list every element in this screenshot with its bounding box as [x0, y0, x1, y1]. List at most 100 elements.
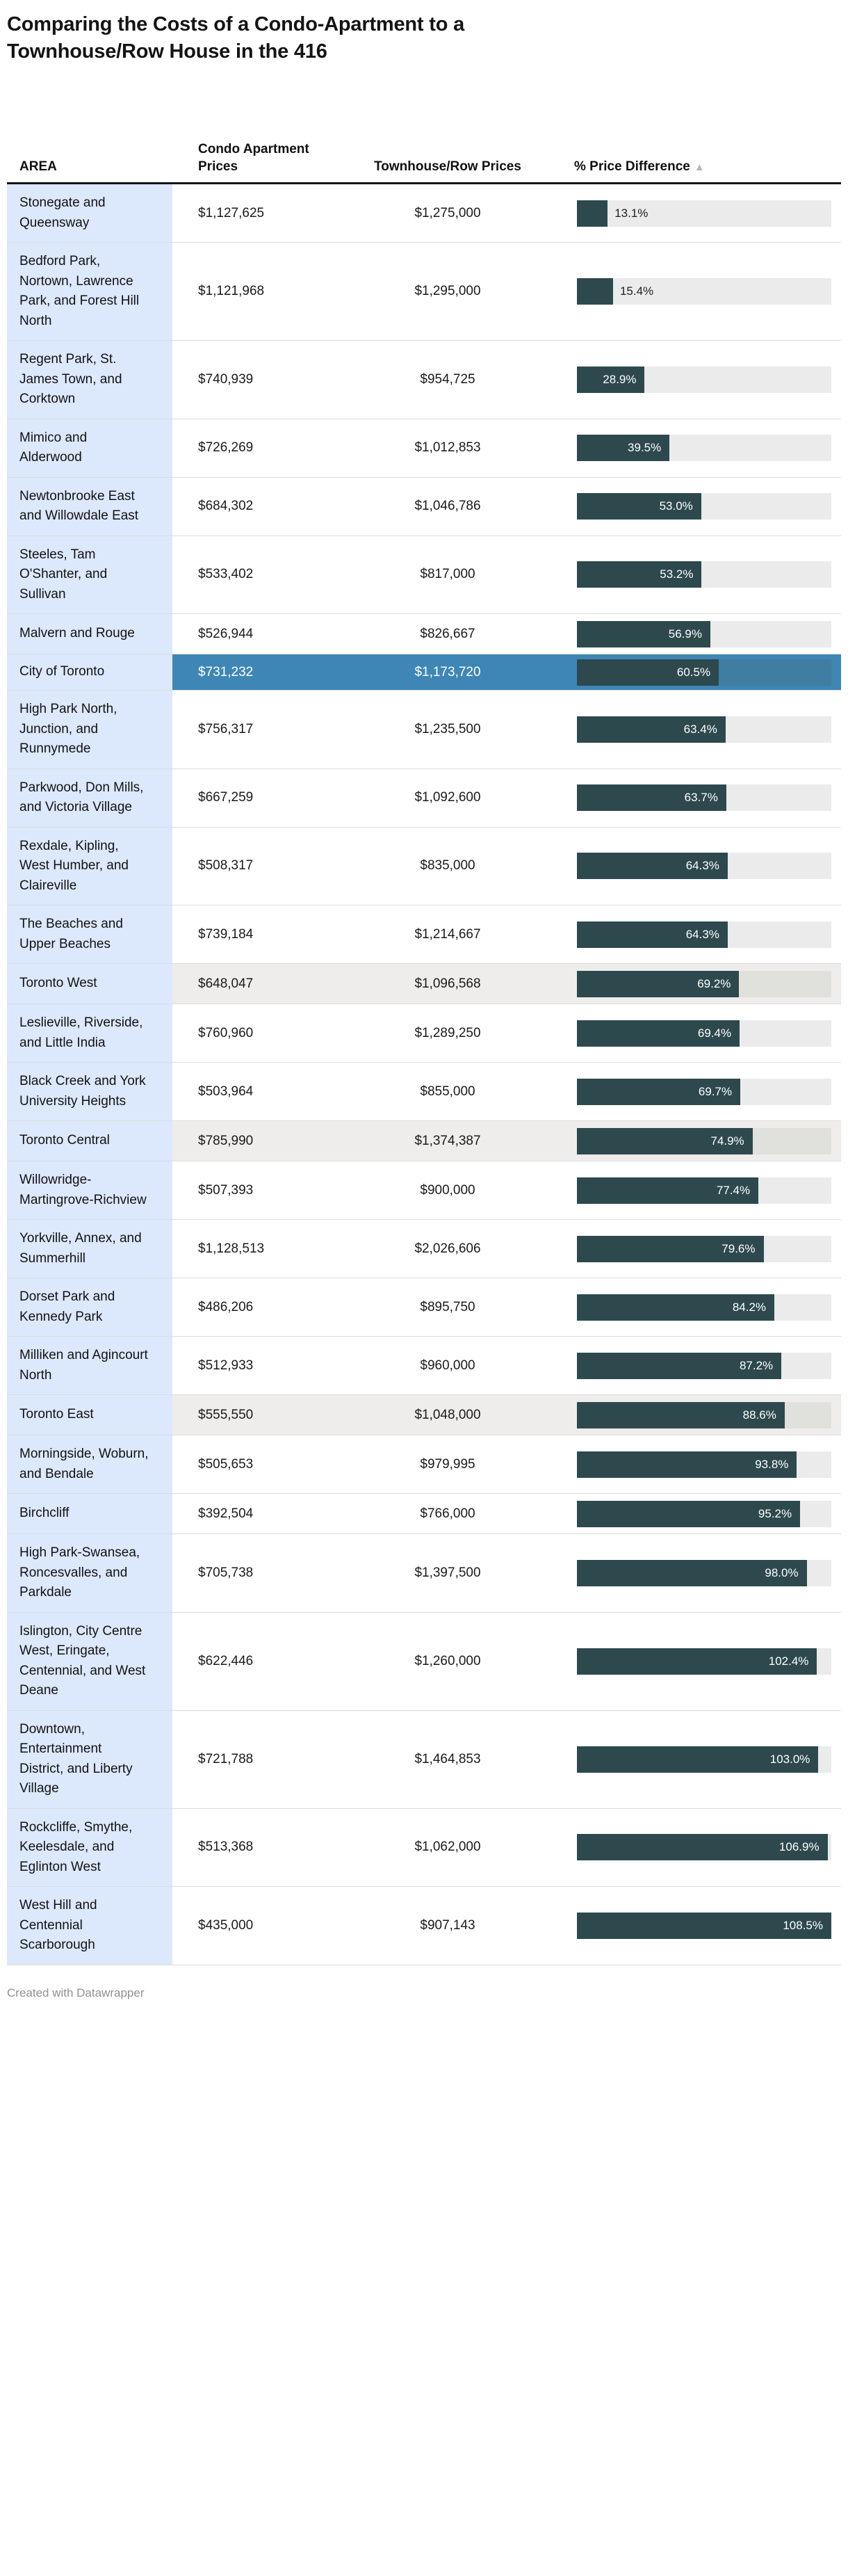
diff-bar-label: 69.2% [697, 976, 731, 990]
condo-price-cell: $526,944 [198, 626, 254, 641]
condo-price-cell: $1,127,625 [198, 205, 265, 220]
chart-container: Comparing the Costs of a Condo-Apartment… [7, 11, 841, 2000]
area-cell: Bedford Park, Nortown, Lawrence Park, an… [7, 243, 172, 341]
diff-bar-track: 74.9% [577, 1127, 831, 1154]
condo-price-cell: $785,990 [172, 1121, 325, 1161]
diff-bar-label: 69.7% [698, 1084, 733, 1098]
diff-bar-fill [577, 1500, 801, 1527]
condo-price-cell: $1,128,513 [198, 1241, 265, 1256]
area-cell: Leslieville, Riverside, and Little India [7, 1004, 172, 1063]
area-cell: West Hill and Centennial Scarborough [7, 1887, 172, 1965]
price-diff-cell: 98.0% [570, 1534, 841, 1612]
diff-bar-track: 108.5% [577, 1912, 831, 1939]
area-cell: Toronto West [7, 964, 172, 1004]
table-row: Newtonbrooke East and Willowdale East $6… [7, 477, 841, 536]
table-row: Parkwood, Don Mills, and Victoria Villag… [7, 768, 841, 828]
table-row: Rockcliffe, Smythe, Keelesdale, and Egli… [7, 1808, 841, 1887]
area-cell: Milliken and Agincourt North [7, 1337, 172, 1395]
price-diff-cell: 53.2% [570, 536, 841, 614]
table-row: Toronto West $648,047 $1,096,568 69.2% [7, 964, 841, 1005]
area-cell: Toronto East [7, 1395, 172, 1435]
price-diff-cell: 28.9% [570, 341, 841, 419]
diff-bar-fill [577, 366, 645, 393]
area-cell: Rexdale, Kipling, West Humber, and Clair… [7, 827, 172, 905]
diff-bar-fill [577, 659, 719, 686]
diff-bar-label: 79.6% [721, 1241, 756, 1255]
townhouse-price-cell: $1,464,853 [414, 1751, 481, 1766]
diff-bar-label: 53.0% [659, 499, 693, 513]
table-row: Dorset Park and Kennedy Park $486,206 $8… [7, 1278, 841, 1337]
diff-bar-track: 63.4% [577, 716, 831, 743]
price-diff-cell: 56.9% [570, 614, 841, 654]
townhouse-price-cell: $979,995 [420, 1456, 475, 1472]
area-name: City of Toronto [19, 664, 105, 679]
area-name: Toronto East [19, 1407, 94, 1422]
diff-bar-track: 69.4% [577, 1020, 831, 1047]
diff-bar-fill [577, 716, 726, 743]
condo-price-cell: $486,206 [198, 1299, 254, 1314]
diff-bar-track: 64.3% [577, 921, 831, 948]
price-diff-cell: 79.6% [570, 1220, 841, 1278]
price-diff-cell: 64.3% [570, 828, 841, 905]
price-diff-cell: 87.2% [570, 1337, 841, 1394]
diff-bar-track: 69.7% [577, 1078, 831, 1105]
condo-price-cell: $505,653 [198, 1456, 254, 1472]
table-row: West Hill and Centennial Scarborough $43… [7, 1887, 841, 1965]
condo-price-cell: $721,788 [198, 1751, 254, 1766]
column-header-area: AREA [19, 159, 57, 175]
diff-bar-track: 28.9% [577, 366, 831, 393]
townhouse-price-cell: $1,235,500 [414, 721, 481, 736]
condo-price-cell: $740,939 [198, 371, 254, 387]
diff-bar-fill [577, 1451, 797, 1478]
townhouse-price-cell: $1,214,667 [414, 926, 481, 942]
diff-bar-fill [577, 1401, 785, 1428]
diff-bar-fill [577, 1127, 753, 1154]
area-cell: Morningside, Woburn, and Bendale [7, 1435, 172, 1494]
price-diff-cell: 53.0% [570, 478, 841, 536]
area-name: Willowridge-Martingrove-Richview [19, 1173, 147, 1207]
diff-bar-label: 63.7% [684, 791, 718, 805]
price-diff-cell: 93.8% [570, 1435, 841, 1493]
price-diff-cell: 15.4% [570, 243, 841, 340]
diff-bar-fill [577, 921, 728, 948]
area-name: Mimico and Alderwood [19, 430, 88, 465]
diff-bar-track: 15.4% [577, 278, 831, 305]
townhouse-price-cell: $855,000 [420, 1084, 475, 1099]
diff-bar-label: 56.9% [668, 627, 702, 641]
diff-bar-label: 53.2% [660, 567, 694, 581]
area-name: Yorkville, Annex, and Summerhill [19, 1231, 142, 1266]
price-diff-cell: 69.7% [570, 1063, 841, 1120]
area-cell: Black Creek and York University Heights [7, 1063, 172, 1121]
area-name: Newtonbrooke East and Willowdale East [19, 488, 139, 524]
diff-bar-label: 106.9% [778, 1840, 820, 1854]
diff-bar-label: 69.4% [697, 1026, 732, 1040]
table-row: City of Toronto $731,232 $1,173,720 60.5… [7, 654, 841, 691]
diff-bar-track: 79.6% [577, 1235, 831, 1262]
townhouse-price-cell: $907,143 [420, 1917, 475, 1933]
area-cell: Islington, City Centre West, Eringate, C… [7, 1612, 172, 1710]
table-row: The Beaches and Upper Beaches $739,184 $… [7, 905, 841, 965]
area-name: West Hill and Centennial Scarborough [19, 1898, 97, 1953]
area-name: Morningside, Woburn, and Bendale [19, 1447, 149, 1481]
table-row: Yorkville, Annex, and Summerhill $1,128,… [7, 1220, 841, 1279]
diff-bar-label: 64.3% [685, 859, 719, 873]
price-diff-cell: 69.2% [570, 964, 841, 1004]
column-header-price-difference[interactable]: % Price Difference ▲ [570, 158, 841, 176]
diff-bar-track: 60.5% [577, 659, 831, 686]
condo-price-cell: $622,446 [198, 1653, 254, 1668]
diff-bar-track: 103.0% [577, 1746, 831, 1773]
condo-price-cell: $435,000 [198, 1917, 254, 1933]
diff-bar-label: 64.3% [685, 927, 719, 941]
diff-bar-fill [577, 1352, 782, 1379]
area-cell: Toronto Central [7, 1121, 172, 1161]
diff-bar-label: 28.9% [603, 372, 637, 386]
table-row: High Park North, Junction, and Runnymede… [7, 691, 841, 769]
condo-price-cell: $684,302 [198, 499, 254, 514]
diff-bar-fill [577, 853, 728, 880]
townhouse-price-cell: $835,000 [420, 858, 475, 874]
area-cell: Dorset Park and Kennedy Park [7, 1278, 172, 1337]
diff-bar-fill [577, 970, 740, 997]
condo-price-cell: $705,738 [198, 1565, 254, 1580]
condo-price-cell: $667,259 [198, 790, 254, 805]
townhouse-price-cell: $1,048,000 [325, 1395, 570, 1435]
